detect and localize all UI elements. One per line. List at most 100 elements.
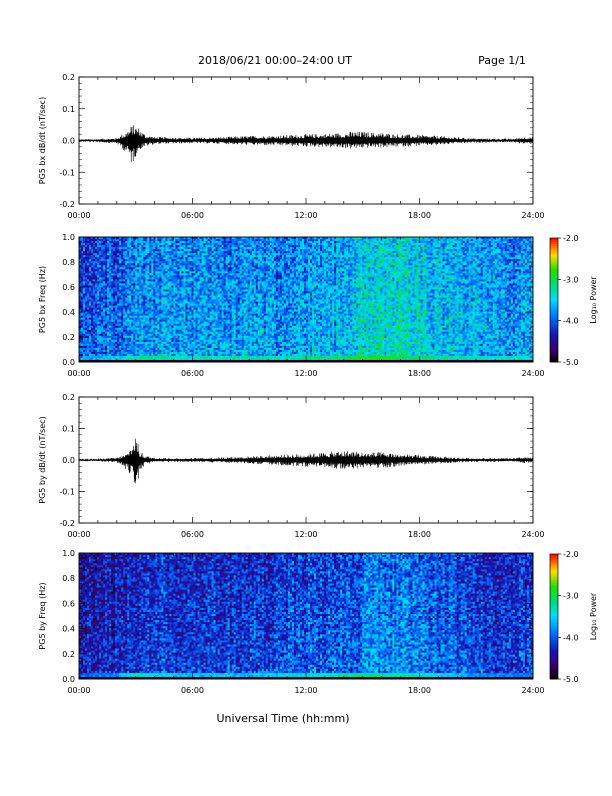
- spectrogram-cell: [177, 346, 179, 348]
- spectrogram-cell: [200, 289, 202, 291]
- spectrogram-cell: [232, 261, 234, 263]
- spectrogram-cell: [83, 273, 85, 275]
- spectrogram-cell: [113, 330, 115, 332]
- spectrogram-cell: [99, 247, 101, 249]
- spectrogram-cell: [111, 350, 113, 352]
- spectrogram-cell: [179, 261, 181, 263]
- spectrogram-cell: [181, 334, 183, 336]
- spectrogram-cell: [230, 297, 232, 299]
- spectrogram-cell: [127, 297, 129, 299]
- spectrogram-cell: [109, 352, 111, 354]
- spectrogram-cell: [131, 350, 133, 352]
- spectrogram-cell: [165, 340, 167, 342]
- spectrogram-cell: [189, 245, 191, 247]
- spectrogram-cell: [135, 289, 137, 291]
- spectrogram-cell: [95, 320, 97, 322]
- spectrogram-cell: [234, 251, 236, 253]
- spectrogram-cell: [161, 267, 163, 269]
- spectrogram-cell: [169, 300, 171, 302]
- spectrogram-cell: [222, 247, 224, 249]
- spectrogram-cell: [97, 257, 99, 259]
- spectrogram-cell: [97, 253, 99, 255]
- spectrogram-cell: [234, 273, 236, 275]
- spectrogram-cell: [151, 330, 153, 332]
- spectrogram-cell: [200, 263, 202, 265]
- spectrogram-cell: [175, 247, 177, 249]
- spectrogram-cell: [179, 293, 181, 295]
- spectrogram-cell: [189, 356, 191, 358]
- spectrogram-cell: [208, 245, 210, 247]
- spectrogram-cell: [224, 261, 226, 263]
- spectrogram-cell: [95, 257, 97, 259]
- spectrogram-cell: [165, 344, 167, 346]
- spectrogram-cell: [135, 293, 137, 295]
- spectrogram-cell: [153, 346, 155, 348]
- spectrogram-cell: [196, 320, 198, 322]
- spectrogram-cell: [159, 297, 161, 299]
- spectrogram-cell: [155, 336, 157, 338]
- spectrogram-cell: [206, 241, 208, 243]
- spectrogram-cell: [214, 297, 216, 299]
- spectrogram-cell: [85, 297, 87, 299]
- spectrogram-cell: [228, 253, 230, 255]
- spectrogram-cell: [222, 281, 224, 283]
- spectrogram-cell: [181, 326, 183, 328]
- spectrogram-cell: [171, 257, 173, 259]
- spectrogram-cell: [129, 297, 131, 299]
- spectrogram-cell: [163, 356, 165, 358]
- spectrogram-cell: [214, 267, 216, 269]
- spectrogram-cell: [220, 251, 222, 253]
- spectrogram-cell: [232, 241, 234, 243]
- spectrogram-cell: [95, 344, 97, 346]
- spectrogram-cell: [234, 336, 236, 338]
- spectrogram-cell: [202, 304, 204, 306]
- spectrogram-cell: [161, 283, 163, 285]
- spectrogram-cell: [129, 247, 131, 249]
- spectrogram-cell: [224, 300, 226, 302]
- spectrogram-cell: [85, 267, 87, 269]
- spectrogram-cell: [183, 356, 185, 358]
- spectrogram-cell: [163, 340, 165, 342]
- y-tick-label: -0.2: [59, 200, 75, 209]
- spectrogram-cell: [194, 287, 196, 289]
- spectrogram-cell: [196, 352, 198, 354]
- spectrogram-cell: [153, 247, 155, 249]
- spectrogram-cell: [189, 320, 191, 322]
- spectrogram-cell: [83, 263, 85, 265]
- spectrogram-cell: [145, 310, 147, 312]
- spectrogram-cell: [216, 293, 218, 295]
- spectrogram-cell: [147, 267, 149, 269]
- spectrogram-cell: [206, 350, 208, 352]
- spectrogram-cell: [220, 257, 222, 259]
- spectrogram-cell: [111, 352, 113, 354]
- spectrogram-cell: [95, 352, 97, 354]
- spectrogram-cell: [169, 261, 171, 263]
- spectrogram-cell: [202, 241, 204, 243]
- spectrogram-cell: [129, 314, 131, 316]
- spectrogram-cell: [179, 241, 181, 243]
- spectrogram-cell: [171, 356, 173, 358]
- spectrogram-cell: [99, 283, 101, 285]
- spectrogram-cell: [103, 297, 105, 299]
- spectrogram-cell: [204, 289, 206, 291]
- spectrogram-cell: [234, 253, 236, 255]
- spectrogram-cell: [208, 297, 210, 299]
- spectrogram-cell: [212, 308, 214, 310]
- spectrogram-cell: [196, 316, 198, 318]
- spectrogram-cell: [167, 261, 169, 263]
- spectrogram-cell: [85, 336, 87, 338]
- spectrogram-cell: [111, 245, 113, 247]
- spectrogram-cell: [133, 273, 135, 275]
- spectrogram-cell: [159, 308, 161, 310]
- spectrogram-cell: [163, 310, 165, 312]
- spectrogram-cell: [175, 310, 177, 312]
- spectrogram-cell: [85, 316, 87, 318]
- spectrogram-cell: [119, 251, 121, 253]
- spectrogram-cell: [208, 334, 210, 336]
- spectrogram-cell: [85, 346, 87, 348]
- spectrogram-cell: [109, 273, 111, 275]
- spectrogram-cell: [185, 310, 187, 312]
- spectrogram-cell: [200, 247, 202, 249]
- spectrogram-cell: [177, 263, 179, 265]
- spectrogram-cell: [165, 352, 167, 354]
